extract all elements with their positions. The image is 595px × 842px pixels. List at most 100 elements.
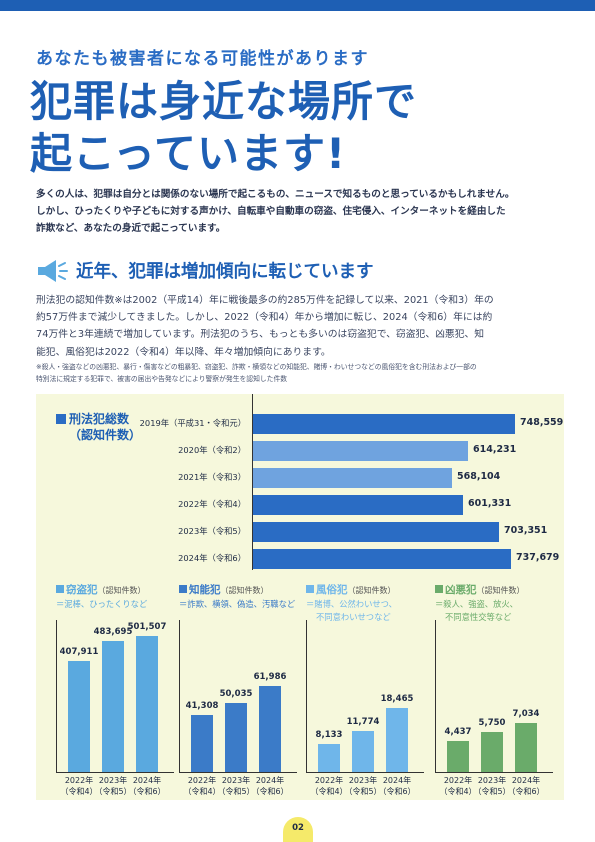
total-chart-label-line1: 刑法犯総数 <box>69 412 130 426</box>
chart-axis <box>306 772 424 773</box>
felony-year-label: 2022年 （令和4） <box>439 776 477 796</box>
morals-bar-value: 18,465 <box>380 694 414 704</box>
fraud-chart-examples: ＝詐欺、横領、偽造、汚職など <box>179 599 296 609</box>
fraud-bar-chart: 41,308 2022年 （令和4） 50,035 2023年 （令和5） 61,986 20… <box>179 620 297 800</box>
larceny-chart-count-label: （認知件数） <box>97 586 146 595</box>
total-bar-value: 568,104 <box>457 471 501 482</box>
legend-square-icon <box>56 585 64 593</box>
larceny-bar-value: 407,911 <box>59 647 99 657</box>
larceny-bar <box>102 641 124 772</box>
morals-bar <box>318 744 340 772</box>
page-title: 犯罪は身近な場所で 起こっています! <box>30 77 418 178</box>
total-chart-label: 刑法犯総数 （認知件数） <box>56 411 141 443</box>
felony-year-label: 2024年 （令和6） <box>507 776 545 796</box>
total-bar <box>253 468 452 488</box>
larceny-year-label: 2023年 （令和5） <box>94 776 132 796</box>
total-bar-value: 737,679 <box>516 552 560 563</box>
morals-chart-title: 風俗犯 <box>316 584 348 596</box>
page-number: 02 <box>283 817 313 842</box>
section-title: 近年、犯罪は増加傾向に転じています <box>76 262 374 282</box>
total-crime-bar-chart: 2019年（平成31・令和元） 748,559 2020年（令和2） 614,231 2… <box>140 394 564 570</box>
fraud-bar <box>259 686 281 772</box>
total-bar <box>253 441 468 461</box>
chart-axis <box>179 620 180 772</box>
total-bar-year-label: 2024年（令和6） <box>178 553 246 563</box>
larceny-bar <box>68 661 90 772</box>
total-bar-value: 614,231 <box>473 444 517 455</box>
total-bar-year-label: 2023年（令和5） <box>178 526 246 536</box>
fraud-bar-value: 50,035 <box>219 689 253 699</box>
felony-chart-examples: ＝殺人、強盗、放火、 <box>435 599 518 609</box>
section-heading: 近年、犯罪は増加傾向に転じています <box>36 256 556 286</box>
felony-bar <box>515 723 537 772</box>
morals-bar <box>386 708 408 772</box>
legend-square-icon <box>306 585 314 593</box>
larceny-bar-chart: 407,911 2022年 （令和4） 483,695 2023年 （令和5） 501,50… <box>56 620 174 800</box>
fraud-bar <box>225 703 247 772</box>
morals-bar-value: 8,133 <box>315 730 343 740</box>
felony-bar <box>481 732 503 772</box>
section-body: 刑法犯の認知件数※は2002（平成14）年に戦後最多の約285万件を記録して以来… <box>36 295 494 358</box>
footnote: ※殺人・強盗などの凶悪犯、暴行・傷害などの粗暴犯、窃盗犯、詐欺・横領などの知能犯… <box>36 363 477 383</box>
felony-year-label: 2023年 （令和5） <box>473 776 511 796</box>
total-chart-label-line2: （認知件数） <box>69 428 142 442</box>
morals-year-label: 2022年 （令和4） <box>310 776 348 796</box>
felony-bar <box>447 741 469 772</box>
total-bar-year-label: 2020年（令和2） <box>178 445 246 455</box>
fraud-year-label: 2022年 （令和4） <box>183 776 221 796</box>
morals-chart-count-label: （認知件数） <box>347 586 396 595</box>
felony-bar-chart: 4,437 2022年 （令和4） 5,750 2023年 （令和5） 7,034 2024年… <box>435 620 553 800</box>
felony-chart-examples: 不同意性交等など <box>445 612 512 622</box>
morals-chart-heading: 風俗犯（認知件数） ＝賭博、公然わいせつ、 不同意わいせつなど <box>306 584 397 624</box>
morals-chart-examples: ＝賭博、公然わいせつ、 <box>306 599 397 609</box>
larceny-chart-title: 窃盗犯 <box>66 584 98 596</box>
total-bar <box>253 495 463 515</box>
larceny-bar-value: 483,695 <box>93 627 133 637</box>
felony-bar-value: 4,437 <box>444 727 472 737</box>
larceny-chart-heading: 窃盗犯（認知件数） ＝泥棒、ひったくりなど <box>56 584 147 611</box>
larceny-year-label: 2024年 （令和6） <box>128 776 166 796</box>
total-bar-year-label: 2021年（令和3） <box>178 472 246 482</box>
total-bar-value: 703,351 <box>504 525 548 536</box>
legend-square-icon <box>56 414 66 424</box>
chart-axis <box>435 772 553 773</box>
larceny-year-label: 2022年 （令和4） <box>60 776 98 796</box>
felony-chart-count-label: （認知件数） <box>476 586 525 595</box>
morals-bar <box>352 731 374 772</box>
total-bar <box>253 549 511 569</box>
chart-axis <box>56 772 174 773</box>
total-bar <box>253 522 499 542</box>
page-subtitle: あなたも被害者になる可能性があります <box>36 49 369 69</box>
morals-bar-value: 11,774 <box>346 717 380 727</box>
felony-chart-title: 凶悪犯 <box>445 584 477 596</box>
morals-year-label: 2024年 （令和6） <box>378 776 416 796</box>
total-bar-year-label: 2019年（平成31・令和元） <box>139 418 246 428</box>
larceny-bar <box>136 636 158 772</box>
fraud-bar-value: 61,986 <box>253 672 287 682</box>
total-bar-year-label: 2022年（令和4） <box>178 499 246 509</box>
total-bar-value: 748,559 <box>520 417 564 428</box>
fraud-year-label: 2023年 （令和5） <box>217 776 255 796</box>
legend-square-icon <box>179 585 187 593</box>
chart-axis <box>252 394 253 570</box>
top-accent-bar <box>0 0 595 11</box>
chart-axis <box>435 620 436 772</box>
felony-bar-value: 5,750 <box>478 718 506 728</box>
fraud-chart-count-label: （認知件数） <box>220 586 269 595</box>
felony-chart-heading: 凶悪犯（認知件数） ＝殺人、強盗、放火、 不同意性交等など <box>435 584 525 624</box>
fraud-bar-value: 41,308 <box>185 701 219 711</box>
morals-chart-examples: 不同意わいせつなど <box>316 612 391 622</box>
fraud-year-label: 2024年 （令和6） <box>251 776 289 796</box>
legend-square-icon <box>435 585 443 593</box>
chart-axis <box>179 772 297 773</box>
total-bar <box>253 414 515 434</box>
larceny-bar-value: 501,507 <box>127 622 167 632</box>
chart-panel: 刑法犯総数 （認知件数） 2019年（平成31・令和元） 748,559 2020年… <box>36 394 564 800</box>
fraud-chart-heading: 知能犯（認知件数） ＝詐欺、横領、偽造、汚職など <box>179 584 295 611</box>
megaphone-icon <box>38 260 68 282</box>
fraud-chart-title: 知能犯 <box>189 584 221 596</box>
fraud-bar <box>191 715 213 772</box>
felony-bar-value: 7,034 <box>512 709 540 719</box>
intro-paragraph: 多くの人は、犯罪は自分とは関係のない場所で起こるもの、ニュースで知るものと思って… <box>36 189 515 234</box>
total-bar-value: 601,331 <box>468 498 512 509</box>
